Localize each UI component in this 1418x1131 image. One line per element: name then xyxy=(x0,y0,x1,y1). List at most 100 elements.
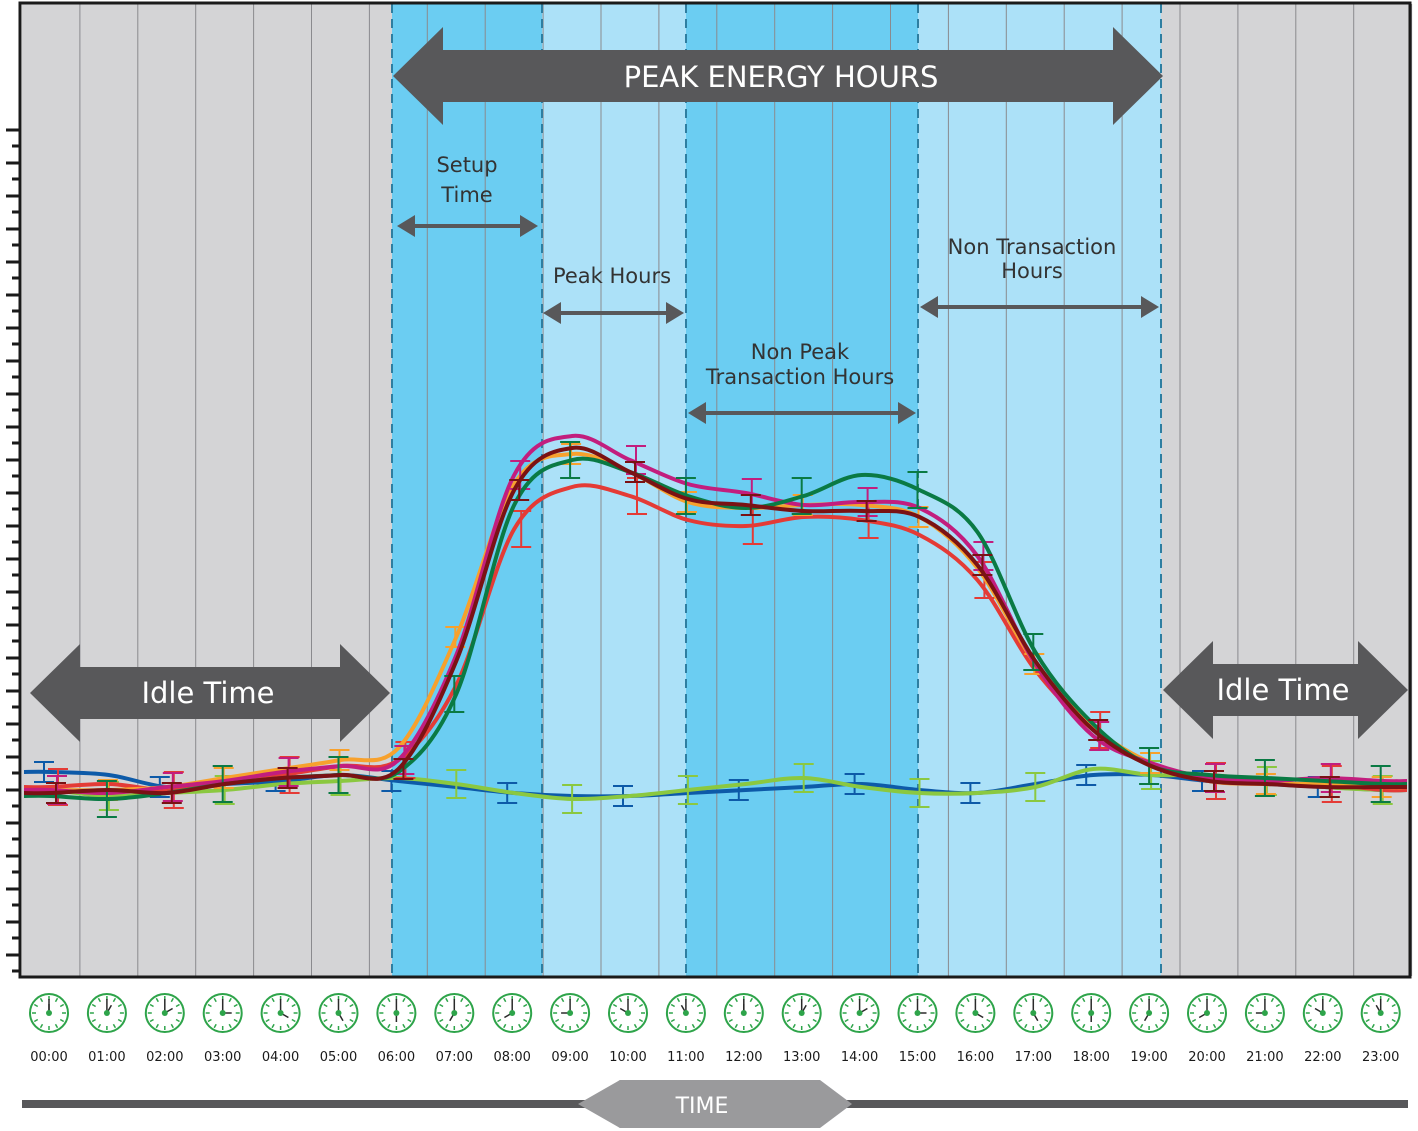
clock-tick xyxy=(1217,1003,1223,1008)
clock-tick xyxy=(387,1023,391,1029)
clock-center xyxy=(625,1010,631,1016)
series-line xyxy=(23,445,1407,796)
clock-center xyxy=(856,1010,863,1016)
clock-tick xyxy=(1275,1018,1280,1023)
non-peak-arrow-head-left xyxy=(688,402,706,424)
clock-tick xyxy=(1024,1023,1028,1029)
time-label: TIME xyxy=(675,1094,729,1119)
error-bar xyxy=(511,510,532,548)
x-tick-label: 23:00 xyxy=(1362,1050,1399,1065)
clock-center xyxy=(740,1010,747,1016)
clock-tick xyxy=(233,1018,238,1023)
clock-tick xyxy=(439,1003,444,1008)
clock-icon xyxy=(781,993,822,1033)
error-bar xyxy=(444,675,465,713)
clock-tick xyxy=(633,1023,638,1029)
non-peak-arrow-head-right xyxy=(898,402,916,424)
clock-tick xyxy=(344,1023,348,1029)
clock-tick xyxy=(928,1003,933,1008)
clock-tick xyxy=(981,1023,985,1029)
annotations: PEAK ENERGY HOURS Idle Time Idle Time Setup… xyxy=(30,27,1408,1128)
clock-tick xyxy=(402,997,406,1003)
clock-tick xyxy=(1191,1018,1197,1023)
x-tick-label: 03:00 xyxy=(204,1050,241,1065)
clock-tick xyxy=(291,1003,296,1008)
x-tick-labels: 00:00 01:00 02:00 03:00 04:00 05:00 06:00 07:00… xyxy=(30,1050,1399,1065)
clock-center xyxy=(972,1010,979,1016)
peak-energy-arrow xyxy=(393,27,1163,125)
error-bar xyxy=(907,471,928,509)
clock-tick xyxy=(59,1003,65,1008)
error-bar xyxy=(677,775,698,805)
clock-tick xyxy=(265,1018,270,1023)
clock-tick xyxy=(112,1023,117,1029)
clock-tick xyxy=(638,1018,644,1023)
clock-tick xyxy=(112,997,117,1003)
setup-time-band-top xyxy=(392,4,542,48)
x-tick-label: 21:00 xyxy=(1246,1050,1283,1065)
clock-tick xyxy=(633,997,638,1003)
clock-tick xyxy=(1197,1023,1202,1029)
clock-center xyxy=(1088,1010,1095,1016)
x-tick-label: 05:00 xyxy=(320,1050,357,1065)
clock-center xyxy=(1204,1010,1210,1016)
clock-tick xyxy=(1154,1023,1159,1029)
clock-tick xyxy=(402,1023,406,1029)
clock-icon xyxy=(1129,993,1170,1033)
clock-tick xyxy=(786,1018,791,1023)
clock-tick xyxy=(560,1023,565,1029)
clock-tick xyxy=(323,1003,328,1008)
idle-right-label: Idle Time xyxy=(1216,673,1349,707)
clock-tick xyxy=(1386,1023,1390,1029)
clock-tick xyxy=(850,1023,854,1029)
error-bar xyxy=(96,780,117,818)
clock-icon xyxy=(665,993,706,1033)
clock-tick xyxy=(676,1023,681,1029)
idle-left-arrow xyxy=(30,644,390,742)
clock-tick xyxy=(1328,997,1332,1003)
clock-tick xyxy=(523,1003,528,1008)
clock-row xyxy=(29,993,1401,1033)
clock-center xyxy=(1319,1010,1326,1016)
clock-tick xyxy=(1313,1023,1317,1029)
clock-tick xyxy=(97,997,102,1003)
clock-tick xyxy=(291,1018,296,1023)
clock-tick xyxy=(670,1003,676,1008)
error-bar xyxy=(856,500,877,522)
clock-tick xyxy=(175,1018,180,1023)
clock-tick xyxy=(1307,1003,1312,1008)
clock-tick xyxy=(754,1003,759,1008)
clock-tick xyxy=(1197,997,1202,1003)
clock-icon xyxy=(29,993,69,1033)
clock-tick xyxy=(1391,1018,1396,1023)
x-tick-label: 10:00 xyxy=(609,1050,646,1065)
clock-tick xyxy=(465,1018,470,1023)
clock-tick xyxy=(902,1003,907,1008)
clock-tick xyxy=(286,1023,290,1029)
clock-tick xyxy=(1102,1003,1107,1008)
clock-center xyxy=(914,1010,921,1016)
clock-tick xyxy=(1371,997,1375,1003)
clock-icon xyxy=(1360,993,1401,1033)
clock-tick xyxy=(497,1018,502,1023)
clock-tick xyxy=(271,997,275,1003)
clock-tick xyxy=(503,997,507,1003)
clock-tick xyxy=(1365,1003,1370,1008)
clock-center xyxy=(46,1010,52,1016)
error-bar xyxy=(393,758,414,780)
clock-tick xyxy=(612,1003,618,1008)
x-tick-label: 11:00 xyxy=(667,1050,704,1065)
clock-tick xyxy=(612,1018,618,1023)
clock-tick xyxy=(960,1003,965,1008)
clock-tick xyxy=(39,1023,44,1029)
clock-center xyxy=(277,1010,284,1016)
x-tick-label: 02:00 xyxy=(146,1050,183,1065)
clock-tick xyxy=(1270,997,1275,1003)
clock-center xyxy=(219,1010,226,1016)
clock-tick xyxy=(33,1003,39,1008)
idle-right-arrow xyxy=(1163,641,1408,739)
clock-tick xyxy=(1076,1018,1081,1023)
clock-tick xyxy=(618,1023,623,1029)
gridlines xyxy=(79,4,1413,976)
clock-tick xyxy=(1371,1023,1375,1029)
